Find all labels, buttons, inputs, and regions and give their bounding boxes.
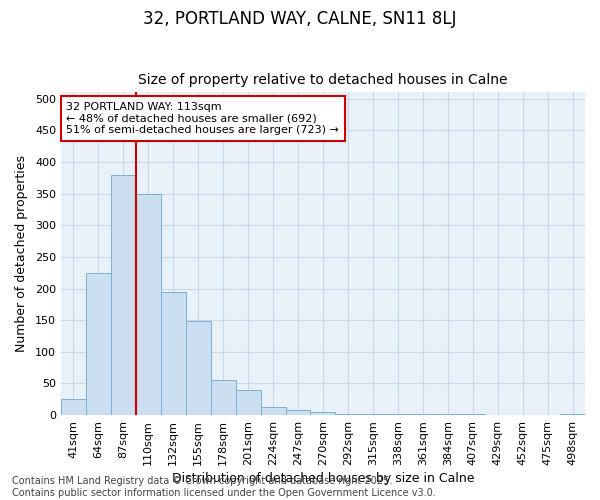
- Y-axis label: Number of detached properties: Number of detached properties: [15, 155, 28, 352]
- Bar: [460, 414, 485, 415]
- Bar: [236, 390, 260, 415]
- Bar: [335, 414, 361, 415]
- Text: Contains HM Land Registry data © Crown copyright and database right 2025.
Contai: Contains HM Land Registry data © Crown c…: [12, 476, 436, 498]
- Bar: [435, 414, 460, 415]
- Bar: [361, 414, 385, 415]
- Bar: [61, 399, 86, 415]
- Bar: [86, 272, 111, 415]
- Text: 32, PORTLAND WAY, CALNE, SN11 8LJ: 32, PORTLAND WAY, CALNE, SN11 8LJ: [143, 10, 457, 28]
- Bar: [186, 322, 211, 415]
- Text: 32 PORTLAND WAY: 113sqm
← 48% of detached houses are smaller (692)
51% of semi-d: 32 PORTLAND WAY: 113sqm ← 48% of detache…: [66, 102, 339, 135]
- Bar: [260, 408, 286, 415]
- Bar: [111, 174, 136, 415]
- X-axis label: Distribution of detached houses by size in Calne: Distribution of detached houses by size …: [172, 472, 474, 485]
- Bar: [385, 414, 410, 415]
- Bar: [310, 412, 335, 415]
- Bar: [286, 410, 310, 415]
- Bar: [410, 414, 435, 415]
- Bar: [560, 414, 585, 415]
- Bar: [211, 380, 236, 415]
- Title: Size of property relative to detached houses in Calne: Size of property relative to detached ho…: [138, 73, 508, 87]
- Bar: [136, 194, 161, 415]
- Bar: [161, 292, 186, 415]
